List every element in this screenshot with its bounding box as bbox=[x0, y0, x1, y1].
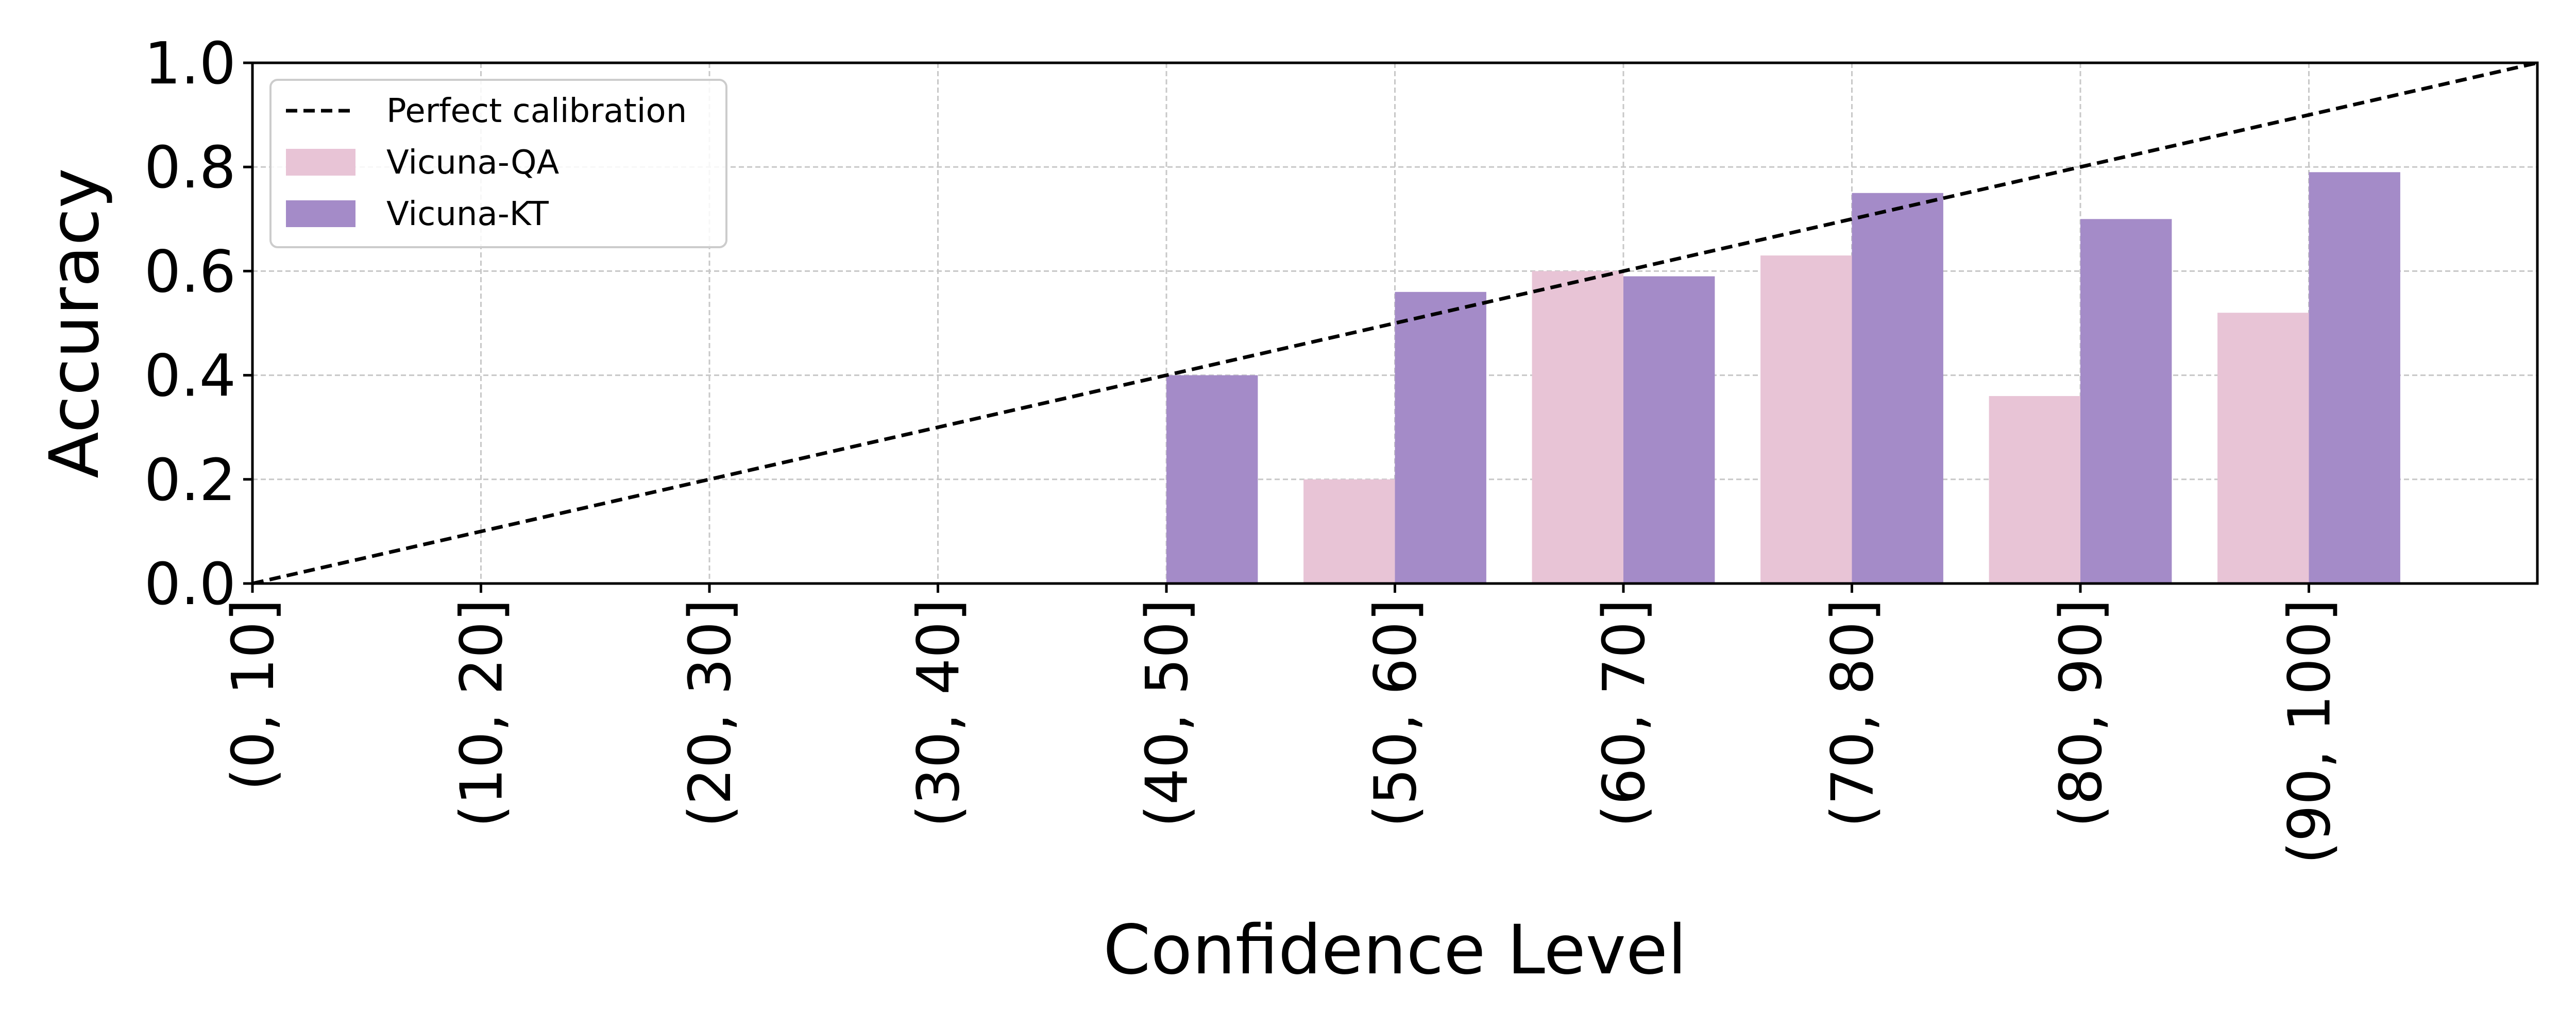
legend-label-vicuna-qa: Vicuna-QA bbox=[386, 144, 560, 182]
bar-vicuna-kt-6 bbox=[1623, 276, 1715, 583]
x-tick-label: (80, 90] bbox=[2048, 599, 2115, 828]
x-tick-label: (40, 50] bbox=[1134, 599, 1201, 828]
x-tick-label: (30, 40] bbox=[906, 599, 973, 828]
y-tick-label: 0.8 bbox=[144, 134, 236, 201]
bar-vicuna-qa-6 bbox=[1532, 271, 1623, 583]
y-tick-label: 0.6 bbox=[144, 238, 236, 305]
perfect-calibration-line bbox=[252, 61, 2538, 586]
legend-swatch-vicuna-kt bbox=[286, 200, 355, 227]
x-tick-label: (50, 60] bbox=[1363, 599, 1430, 828]
bar-vicuna-qa-5 bbox=[1303, 479, 1395, 583]
x-tick-label: (60, 70] bbox=[1591, 599, 1658, 828]
legend-label-perfect-calibration: Perfect calibration bbox=[386, 92, 687, 130]
legend: Perfect calibration Vicuna-QA Vicuna-KT bbox=[269, 79, 727, 248]
bar-vicuna-kt-9 bbox=[2309, 172, 2400, 583]
y-tick-label: 0.0 bbox=[144, 551, 236, 618]
legend-label-vicuna-kt: Vicuna-KT bbox=[386, 195, 549, 233]
legend-swatch-vicuna-qa bbox=[286, 149, 355, 176]
x-tick-label: (20, 30] bbox=[677, 599, 744, 828]
bar-vicuna-qa-7 bbox=[1760, 255, 1852, 583]
x-tick-label: (10, 20] bbox=[449, 599, 516, 828]
x-tick-label: (90, 100] bbox=[2277, 599, 2344, 864]
bar-vicuna-qa-8 bbox=[1989, 396, 2080, 583]
x-axis-title: Confidence Level bbox=[1103, 911, 1687, 990]
perfect-calibration-line-group bbox=[252, 61, 2538, 586]
bar-vicuna-qa-9 bbox=[2217, 313, 2309, 583]
bar-vicuna-kt-8 bbox=[2080, 219, 2172, 583]
bar-vicuna-kt-7 bbox=[1852, 193, 1943, 583]
y-tick-label: 0.2 bbox=[144, 447, 236, 514]
x-tick-label: (70, 80] bbox=[1820, 599, 1887, 828]
y-tick-label: 0.4 bbox=[144, 343, 236, 410]
x-tick-label: (0, 10] bbox=[220, 599, 287, 791]
y-axis-title: Accuracy bbox=[35, 168, 114, 478]
bars bbox=[1166, 172, 2400, 583]
x-axis-ticks: (0, 10] (10, 20] (20, 30] (30, 40] (40, 50] (… bbox=[220, 583, 2344, 864]
bar-vicuna-kt-4 bbox=[1166, 375, 1258, 583]
bar-vicuna-kt-5 bbox=[1395, 291, 1486, 583]
legend-box bbox=[269, 79, 727, 248]
y-tick-label: 1.0 bbox=[144, 30, 236, 97]
y-axis-ticks: 0.0 0.2 0.4 0.6 0.8 1.0 bbox=[144, 30, 252, 618]
